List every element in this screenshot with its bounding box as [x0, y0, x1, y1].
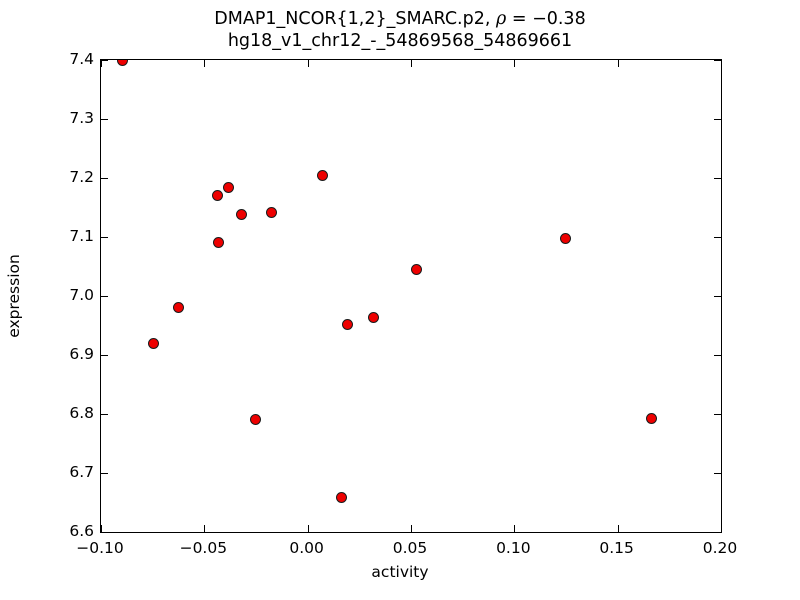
x-axis-tick: [617, 60, 619, 67]
chart-title: DMAP1_NCOR{1,2}_SMARC.p2, ρ = −0.38 hg18…: [0, 8, 800, 52]
x-axis-tick: [721, 525, 722, 532]
data-point: [317, 170, 329, 182]
data-point: [646, 412, 658, 424]
y-axis-tick: [101, 178, 108, 179]
x-axis-tick: [101, 60, 102, 67]
y-axis-tick-label: 7.3: [69, 109, 94, 127]
y-axis-tick: [101, 296, 108, 297]
data-point: [341, 319, 353, 331]
y-axis-tick-label: 6.9: [69, 345, 94, 363]
y-axis-tick: [714, 237, 721, 238]
x-axis-tick: [411, 525, 412, 532]
y-axis-tick: [101, 119, 108, 120]
data-point: [336, 491, 348, 503]
x-axis-tick: [721, 60, 722, 67]
y-axis-tick: [714, 60, 721, 61]
x-axis-tick: [307, 60, 309, 67]
y-axis-tick: [714, 296, 721, 297]
data-point: [266, 207, 278, 219]
chart-title-gene: DMAP1_NCOR{1,2}_SMARC.p2,: [214, 9, 496, 29]
x-axis-tick-label: 0.10: [496, 539, 531, 557]
chart-title-line-2: hg18_v1_chr12_-_54869568_54869661: [227, 31, 573, 51]
data-point: [212, 237, 224, 249]
x-axis-tick: [307, 525, 309, 532]
y-axis-tick: [714, 178, 721, 179]
x-axis-tick-label: 0.00: [289, 539, 324, 557]
data-point: [236, 209, 248, 221]
y-axis-tick: [714, 355, 721, 356]
x-axis-tick: [617, 525, 619, 532]
y-axis-label: expression: [5, 254, 23, 338]
x-axis-tick-label: 0.15: [599, 539, 634, 557]
x-axis-tick-label: −0.10: [76, 539, 124, 557]
data-point: [147, 337, 159, 349]
x-axis-label: activity: [371, 563, 429, 581]
y-axis-tick: [101, 532, 108, 533]
data-point: [116, 60, 128, 66]
y-axis-tick: [714, 414, 721, 415]
y-axis-tick-label: 7.0: [69, 286, 94, 304]
data-point: [560, 233, 572, 245]
data-point: [172, 301, 184, 313]
y-axis-tick: [101, 355, 108, 356]
x-axis-tick: [514, 525, 516, 532]
x-axis-tick-label: 0.05: [392, 539, 428, 557]
y-axis-tick: [714, 532, 721, 533]
y-axis-tick-label: 6.6: [69, 522, 94, 540]
y-axis-tick-label: 7.4: [69, 50, 94, 68]
x-axis-tick: [411, 60, 412, 67]
x-axis-tick: [514, 60, 516, 67]
y-axis-tick: [101, 473, 108, 474]
x-axis-tick-label: 0.20: [702, 539, 738, 557]
y-axis-tick: [714, 119, 721, 120]
data-point: [250, 413, 262, 425]
y-axis-tick: [101, 237, 108, 238]
plot-area: [100, 59, 722, 533]
x-axis-tick-label: −0.05: [179, 539, 228, 557]
data-point: [223, 181, 235, 193]
y-axis-tick: [714, 473, 721, 474]
y-axis-tick-label: 6.8: [69, 404, 94, 422]
y-axis-tick: [101, 60, 108, 61]
data-point: [212, 190, 224, 202]
rho-value: = −0.38: [506, 9, 586, 29]
y-axis-tick: [101, 414, 108, 415]
y-axis-tick-label: 7.1: [69, 227, 94, 245]
y-axis-tick-label: 6.7: [69, 463, 94, 481]
data-point: [367, 312, 379, 324]
data-point: [411, 263, 423, 275]
rho-symbol: ρ: [495, 9, 507, 29]
x-axis-tick: [204, 525, 206, 532]
chart-title-line-1: DMAP1_NCOR{1,2}_SMARC.p2, ρ = −0.38: [0, 8, 800, 30]
x-axis-tick: [204, 60, 206, 67]
y-axis-tick-label: 7.2: [69, 168, 94, 186]
x-axis-tick: [101, 525, 102, 532]
